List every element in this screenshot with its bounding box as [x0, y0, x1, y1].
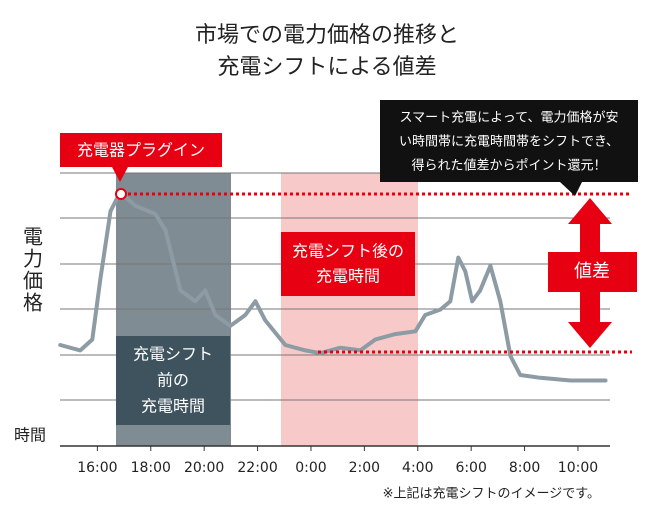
y-axis-label: 電力価格	[20, 226, 44, 314]
plugin-label: 充電器プラグイン	[77, 141, 205, 160]
after-label: 充電時間	[316, 267, 380, 286]
x-tick-label: 4:00	[402, 460, 433, 476]
x-tick-label: 8:00	[509, 460, 540, 476]
x-tick-label: 20:00	[184, 460, 224, 476]
x-tick-label: 0:00	[295, 460, 326, 476]
plugin-point	[115, 188, 127, 200]
x-tick-label: 18:00	[131, 460, 171, 476]
footnote: ※上記は充電シフトのイメージです。	[383, 486, 600, 502]
plugin-box	[60, 133, 222, 182]
chart-title: 市場での電力価格の推移と	[195, 23, 459, 48]
callout-box	[380, 100, 638, 196]
callout-text: 得られた値差からポイント還元！	[411, 158, 606, 174]
x-axis-label: 時間	[14, 426, 46, 445]
x-tick-label: 6:00	[455, 460, 486, 476]
x-tick-label: 2:00	[349, 460, 380, 476]
callout-text: スマート充電によって、電力価格が安	[400, 110, 619, 126]
after-box	[281, 232, 415, 296]
after-label: 充電シフト後の	[292, 242, 404, 261]
x-tick-label: 22:00	[237, 460, 277, 476]
before-label: 充電時間	[141, 397, 205, 416]
x-tick-label: 16:00	[77, 460, 117, 476]
difference-label: 値差	[574, 261, 610, 282]
before-box	[116, 336, 230, 425]
before-label: 前の	[157, 371, 189, 390]
x-tick-label: 10:00	[558, 460, 598, 476]
before-label: 充電シフト	[133, 345, 213, 364]
chart-title: 充電シフトによる値差	[217, 55, 436, 80]
callout-text: い時間帯に充電時間帯をシフトでき、	[399, 134, 619, 150]
difference-box	[548, 252, 637, 292]
